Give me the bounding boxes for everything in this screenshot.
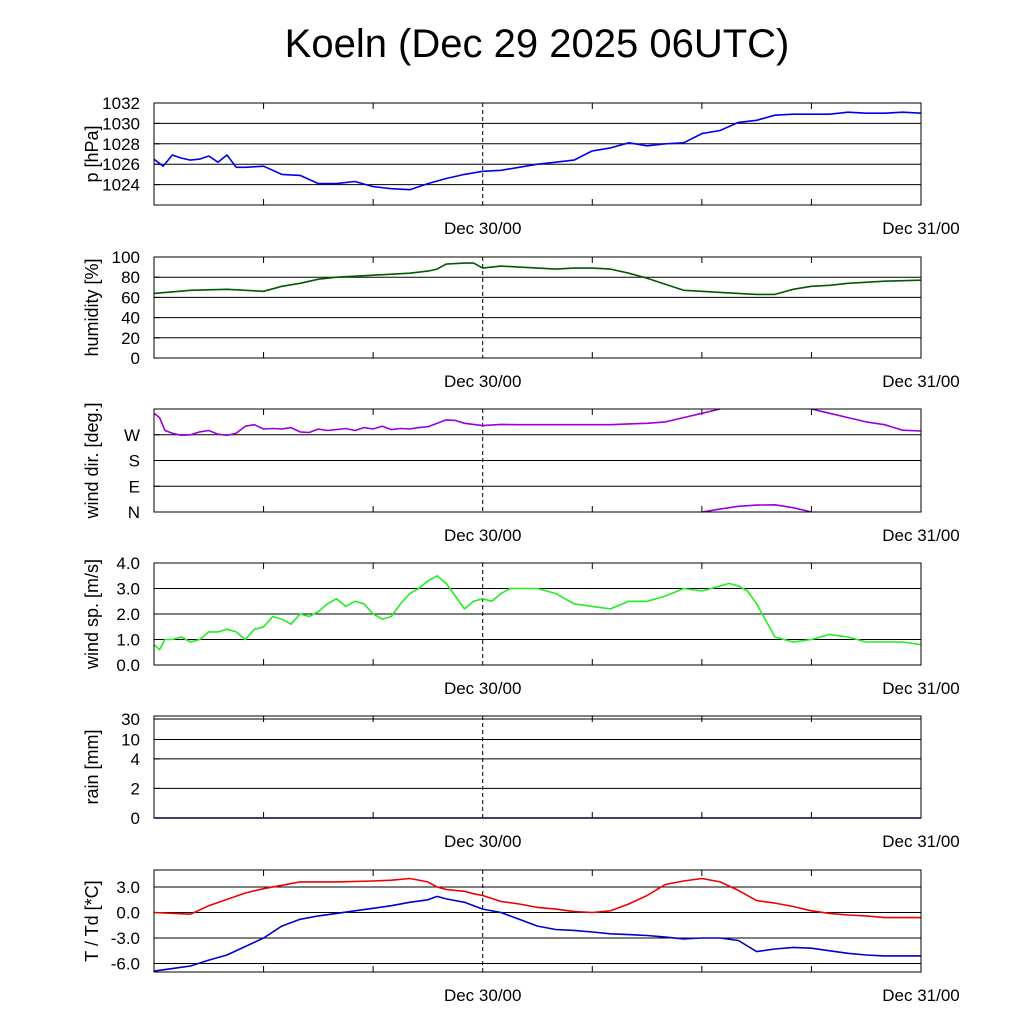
y-tick-label: 0.0: [116, 904, 140, 923]
y-tick-label: 1032: [102, 94, 140, 113]
y-tick-label: 4: [131, 750, 140, 769]
x-tick-label: Dec 31/00: [882, 679, 960, 698]
y-tick-label: 4.0: [116, 554, 140, 573]
y-tick-label: 100: [112, 248, 140, 267]
plot-frame: [153, 408, 922, 513]
y-tick-label: S: [129, 452, 140, 471]
y-tick-label: N: [128, 503, 140, 522]
y-axis-label: T / Td [*C]: [82, 880, 102, 961]
y-tick-label: E: [129, 477, 140, 496]
plot-frame: [153, 102, 922, 206]
series-line-temperature-1: [153, 895, 921, 972]
y-tick-label: 10: [121, 730, 140, 749]
y-axis-label: wind dir. [deg.]: [82, 402, 102, 519]
series-line-wind_dir-2: [811, 408, 922, 432]
x-tick-label: Dec 31/00: [882, 832, 960, 851]
y-axis-label: p [hPa]: [82, 125, 102, 182]
y-tick-label: 1030: [102, 114, 140, 133]
y-tick-label: 30: [121, 710, 140, 729]
x-tick-label: Dec 30/00: [444, 372, 522, 391]
y-tick-label: 0.0: [116, 656, 140, 675]
x-tick-label: Dec 30/00: [444, 832, 522, 851]
x-tick-label: Dec 30/00: [444, 986, 522, 1005]
chart-title: Koeln (Dec 29 2025 06UTC): [285, 22, 790, 66]
panel-temperature: -6.0 -3.0 0.0 3.0 Dec 30/00 Dec 31/00 T / Td […: [82, 869, 960, 1005]
series-line-wind_dir-1: [701, 504, 812, 513]
plot-frame: [153, 869, 922, 973]
y-tick-label: 1024: [102, 176, 140, 195]
x-tick-label: Dec 30/00: [444, 679, 522, 698]
y-tick-label: 0: [131, 349, 140, 368]
y-tick-label: 1.0: [116, 631, 140, 650]
series-line-pressure-0: [153, 111, 922, 191]
y-tick-label: 1026: [102, 155, 140, 174]
y-axis-label: wind sp. [m/s]: [82, 559, 102, 670]
y-tick-label: 20: [121, 329, 140, 348]
x-tick-label: Dec 31/00: [882, 526, 960, 545]
y-tick-label: 3.0: [116, 878, 140, 897]
x-tick-label: Dec 30/00: [444, 219, 522, 238]
y-tick-label: -6.0: [111, 955, 140, 974]
y-tick-label: 2: [131, 779, 140, 798]
series-line-wind_dir-0: [153, 408, 721, 437]
plot-frame: [153, 715, 922, 819]
y-tick-label: W: [124, 426, 140, 445]
plot-frame: [153, 256, 922, 359]
y-tick-label: 40: [121, 309, 140, 328]
y-tick-label: 60: [121, 288, 140, 307]
x-tick-label: Dec 31/00: [882, 986, 960, 1005]
y-tick-label: 2.0: [116, 605, 140, 624]
y-axis-label: rain [mm]: [82, 729, 102, 804]
y-tick-label: 80: [121, 268, 140, 287]
x-tick-label: Dec 30/00: [444, 526, 522, 545]
x-tick-label: Dec 31/00: [882, 219, 960, 238]
y-axis-label: humidity [%]: [82, 258, 102, 356]
panel-wind_speed: 0.0 1.0 2.0 3.0 4.0 Dec 30/00 Dec 31/00 wind sp…: [82, 554, 960, 698]
y-tick-label: 3.0: [116, 580, 140, 599]
y-tick-label: -3.0: [111, 929, 140, 948]
y-tick-label: 1028: [102, 135, 140, 154]
series-line-humidity-0: [153, 262, 922, 296]
x-tick-label: Dec 31/00: [882, 372, 960, 391]
series-line-temperature-0: [153, 877, 921, 919]
plot-frame: [153, 562, 922, 666]
y-tick-label: 0: [131, 809, 140, 828]
series-line-wind_speed-0: [153, 575, 922, 651]
